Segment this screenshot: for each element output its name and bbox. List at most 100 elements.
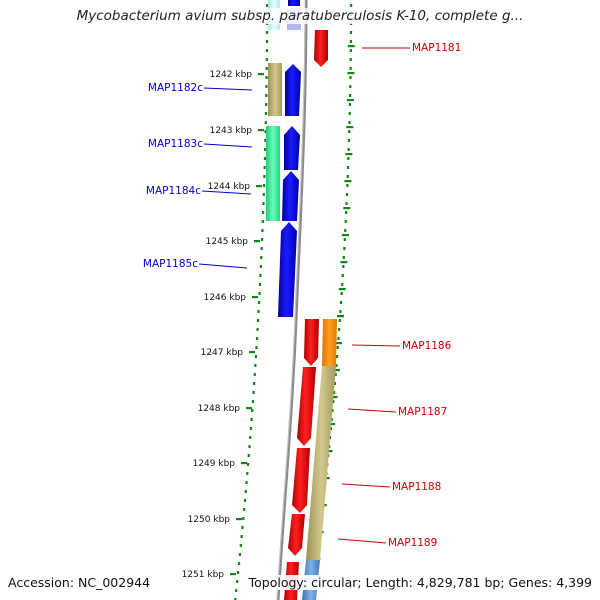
cds-map1183c[interactable] (284, 126, 300, 170)
gc-tick (265, 103, 268, 106)
gc-tick (265, 40, 269, 43)
ruler-label: 1245 kbp (206, 237, 249, 247)
gc-tick (345, 193, 349, 196)
gc-tick (260, 247, 263, 250)
ruler-tick (236, 518, 242, 521)
cds-map1184c[interactable] (282, 171, 299, 221)
gc-tick (263, 175, 266, 178)
gc-tick (342, 256, 345, 259)
gc-tick (349, 4, 353, 7)
cds-top-blue[interactable] (288, 0, 300, 6)
feature-tan-1247-1251 (306, 366, 336, 560)
gc-tick (340, 261, 348, 264)
cds-map1188[interactable] (292, 448, 310, 513)
gc-tick (234, 598, 237, 600)
gene-label-map1189: MAP1189 (388, 537, 437, 549)
cds-map1185c[interactable] (278, 222, 297, 317)
gene-labels: MAP1182c MAP1183c MAP1184c MAP1185c MAP1181 M… (143, 42, 461, 549)
gc-tick (325, 450, 333, 453)
gc-tick (336, 346, 339, 349)
backbone-track (276, 0, 308, 600)
gc-tick (254, 355, 257, 358)
gc-tick (344, 220, 347, 223)
accession-label: Accession: NC_002944 (8, 575, 151, 590)
gc-tick (258, 292, 261, 295)
gc-tick (235, 589, 238, 592)
gc-tick (262, 193, 265, 196)
ruler-label: 1243 kbp (210, 126, 253, 136)
gc-tick (340, 292, 343, 295)
ruler-label: 1251 kbp (182, 570, 225, 580)
gc-tick (331, 409, 334, 412)
gc-tick (240, 535, 243, 538)
gc-tick (261, 220, 264, 223)
gc-tick (348, 103, 352, 106)
gc-tick (253, 373, 256, 376)
gc-tick (248, 445, 251, 448)
gc-tick (265, 31, 269, 34)
gc-tick (254, 364, 257, 367)
gc-tick (255, 337, 259, 340)
gc-tick (341, 234, 349, 237)
gc-tick (252, 391, 255, 394)
gc-tick (345, 211, 348, 214)
gene-label-map1183c: MAP1183c (148, 138, 203, 150)
gc-tick (259, 274, 262, 277)
gc-tick (346, 175, 349, 178)
gc-tick (246, 472, 249, 475)
gene-leader-line (351, 344, 401, 347)
gc-tick (337, 337, 340, 340)
feature-green-1243 (266, 126, 280, 221)
gc-tick (259, 265, 262, 268)
gc-tick (328, 423, 336, 426)
gc-tick (249, 427, 252, 430)
gc-tick (255, 346, 258, 349)
cds-map1181[interactable] (314, 30, 328, 67)
gc-tick (347, 157, 350, 160)
gc-tick (264, 148, 267, 151)
gc-tick (349, 67, 352, 70)
gc-tick (338, 288, 346, 291)
gc-tick (263, 157, 267, 160)
gc-tick (260, 256, 263, 259)
gc-tick (260, 238, 264, 241)
gc-tick (246, 463, 250, 466)
gc-tick (346, 184, 349, 187)
gc-tick (243, 508, 246, 511)
gc-tick (250, 418, 253, 421)
gene-leader-line (201, 190, 252, 195)
gc-tick (346, 99, 354, 102)
gc-tick (253, 382, 256, 385)
gene-label-map1184c: MAP1184c (146, 185, 201, 197)
cds-map1186[interactable] (304, 319, 319, 366)
cds-map1187[interactable] (297, 367, 316, 446)
gene-leader-line (198, 263, 248, 269)
cds-map1189[interactable] (288, 514, 305, 556)
gene-leader-line (203, 87, 253, 91)
gc-tick (349, 49, 352, 52)
gc-tick (239, 544, 242, 547)
gene-label-map1185c: MAP1185c (143, 258, 198, 270)
gc-tick (334, 373, 337, 376)
gc-tick (343, 207, 351, 210)
gene-leader-line (347, 408, 397, 413)
gc-tick (265, 49, 268, 52)
gc-tick (241, 526, 244, 529)
gc-tick (265, 58, 268, 61)
gc-tick (262, 184, 266, 187)
gc-tick (264, 139, 267, 142)
topology-label: Topology: circular; Length: 4,829,781 bp… (248, 575, 592, 590)
gc-tick (265, 4, 269, 7)
gc-tick (330, 396, 338, 399)
gc-tick (330, 418, 333, 421)
gc-tick (346, 126, 354, 129)
gc-tick (342, 265, 345, 268)
gc-tick (237, 571, 240, 574)
cds-map1182c[interactable] (285, 64, 301, 116)
gc-tick (349, 31, 353, 34)
gc-tick (335, 342, 343, 345)
ruler-tick (249, 351, 255, 354)
gc-tick (333, 391, 336, 394)
gc-tick (262, 211, 265, 214)
